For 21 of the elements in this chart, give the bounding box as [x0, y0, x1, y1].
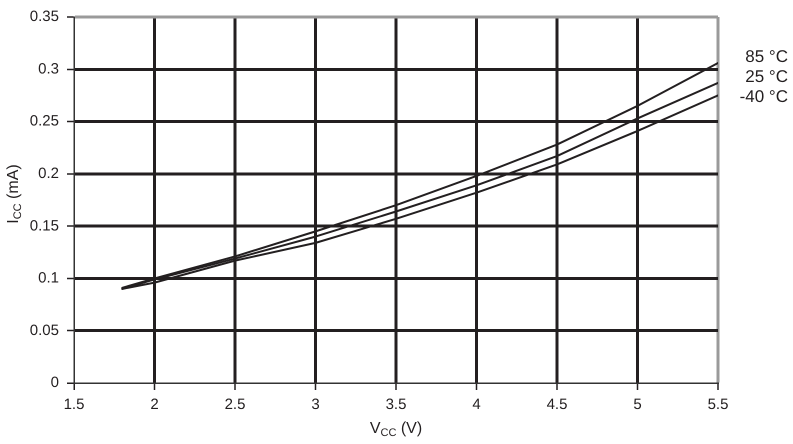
y-tick-label: 0.05 — [30, 322, 59, 339]
x-tick-label: 5 — [633, 396, 642, 414]
x-axis-title: V$_{CC}$ (V) — [370, 420, 422, 439]
y-tick-label: 0.15 — [30, 217, 59, 234]
y-tick-label: 0.25 — [30, 112, 59, 130]
x-tick-label: 1.5 — [64, 396, 84, 414]
x-tick-label: 3 — [311, 396, 320, 414]
x-tick-label: 5.5 — [708, 396, 728, 414]
x-tick-label: 4 — [472, 396, 481, 414]
x-tick-label: 2 — [150, 396, 159, 414]
series-label: -40 °C — [740, 87, 788, 106]
y-tick-label: 0.35 — [30, 8, 59, 26]
x-tick-label: 4.5 — [546, 396, 568, 414]
y-tick-label: 0.3 — [38, 60, 59, 78]
x-tick-label: 2.5 — [224, 396, 246, 414]
series-label: 25 °C — [745, 67, 788, 86]
x-tick-label: 3.5 — [386, 396, 406, 414]
y-tick-label: 0.2 — [38, 165, 59, 182]
series-label: 85 °C — [745, 47, 788, 66]
y-tick-label: 0 — [50, 374, 59, 392]
y-tick-label: 0.1 — [38, 270, 59, 287]
